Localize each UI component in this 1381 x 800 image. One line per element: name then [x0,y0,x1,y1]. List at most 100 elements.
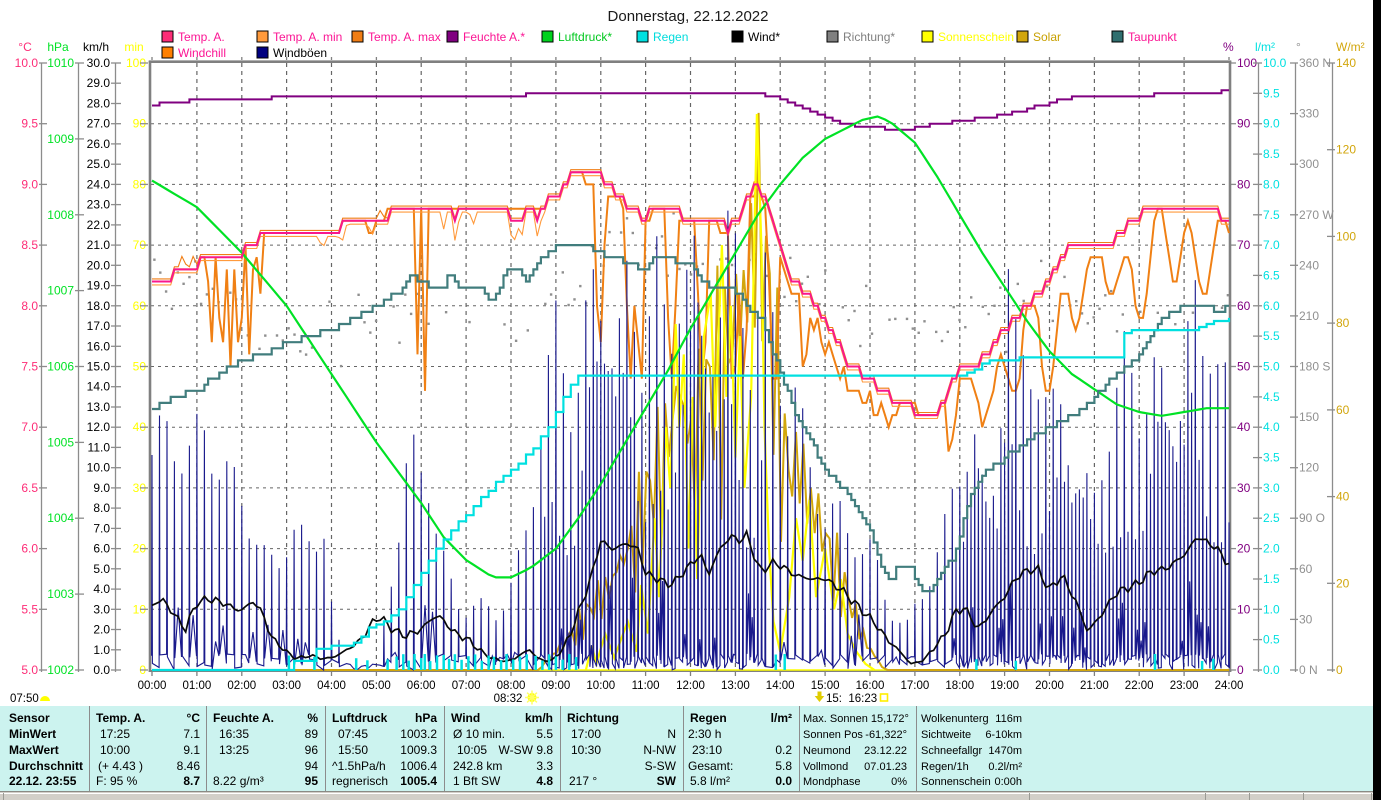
svg-text:Sonnen Pos: Sonnen Pos [803,729,863,741]
svg-text:9.1: 9.1 [183,743,200,757]
svg-text:Wolkenunterg: Wolkenunterg [921,713,989,725]
svg-text:100: 100 [1336,229,1356,243]
svg-text:1005.4: 1005.4 [400,774,437,788]
svg-text:08:00: 08:00 [497,680,526,692]
svg-text:14.0: 14.0 [87,380,111,394]
svg-text:km/h: km/h [525,711,553,725]
svg-text:10.0: 10.0 [87,461,111,475]
svg-text:24.0: 24.0 [87,177,111,191]
svg-text:90 O: 90 O [1299,511,1325,525]
svg-text:7.0: 7.0 [1263,238,1280,252]
svg-text:Solar: Solar [1033,30,1061,44]
svg-text:90: 90 [1237,117,1251,131]
svg-text:60: 60 [1237,299,1251,313]
svg-text:3.0: 3.0 [1263,481,1280,495]
svg-text:9.0: 9.0 [93,481,110,495]
svg-text:90: 90 [133,117,147,131]
svg-text:300: 300 [1299,157,1319,171]
svg-text:23:10: 23:10 [692,743,722,757]
svg-text:23:00: 23:00 [1170,680,1199,692]
svg-text:6.0: 6.0 [1263,299,1280,313]
svg-text:Windböen: Windböen [273,46,327,60]
svg-text:70: 70 [133,238,147,252]
svg-text:S-SW: S-SW [645,759,677,773]
svg-text:240: 240 [1299,258,1319,272]
svg-text:21:00: 21:00 [1080,680,1109,692]
svg-text:Durchschnitt: Durchschnitt [9,759,83,773]
svg-text:4.0: 4.0 [1263,420,1280,434]
svg-text:70: 70 [1237,238,1251,252]
svg-text:180 S: 180 S [1299,360,1330,374]
svg-text:1006: 1006 [47,360,74,374]
svg-text:8.22 g/m³: 8.22 g/m³ [213,774,264,788]
svg-text:1.0: 1.0 [1263,602,1280,616]
svg-text:10:05: 10:05 [457,743,487,757]
svg-text:1006.4: 1006.4 [400,759,437,773]
svg-text:1005: 1005 [47,435,74,449]
svg-text:04:00: 04:00 [317,680,346,692]
svg-text:60: 60 [1336,403,1350,417]
svg-text:°: ° [1296,40,1301,54]
svg-text:23.12.22: 23.12.22 [864,745,907,757]
svg-text:Luftdruck: Luftdruck [332,711,388,725]
svg-text:Regen/1h: Regen/1h [921,761,969,773]
svg-text:2.0: 2.0 [1263,542,1280,556]
svg-text:Sichtweite: Sichtweite [921,729,971,741]
svg-text:120: 120 [1336,143,1356,157]
svg-text:06:00: 06:00 [407,680,436,692]
svg-text:^1.5hPa/h: ^1.5hPa/h [332,759,386,773]
svg-text:Windchill: Windchill [178,46,226,60]
svg-text:6.5: 6.5 [1263,268,1280,282]
svg-text:Sensor: Sensor [9,711,50,725]
svg-text:07:45: 07:45 [338,727,368,741]
svg-text:2.5: 2.5 [1263,511,1280,525]
svg-text:30: 30 [1237,481,1251,495]
svg-text:9.5: 9.5 [21,117,38,131]
svg-text:25.0: 25.0 [87,157,111,171]
svg-text:12.0: 12.0 [87,420,111,434]
svg-text:Donnerstag, 22.12.2022: Donnerstag, 22.12.2022 [608,8,769,25]
svg-text:116m: 116m [995,713,1022,725]
svg-text:3.0: 3.0 [93,602,110,616]
svg-text:50: 50 [133,360,147,374]
svg-text:Gesamt:: Gesamt: [688,759,733,773]
svg-text:5.8 l/m²: 5.8 l/m² [690,774,730,788]
svg-text:MaxWert: MaxWert [9,743,59,757]
svg-text:Max. Sonnen 15,172°: Max. Sonnen 15,172° [803,713,909,725]
svg-text:210: 210 [1299,309,1319,323]
svg-text:Wind*: Wind* [748,30,780,44]
svg-text:0.0: 0.0 [93,663,110,677]
svg-text:26.0: 26.0 [87,137,111,151]
svg-text:1009.3: 1009.3 [400,743,437,757]
svg-text:Luftdruck*: Luftdruck* [558,30,612,44]
svg-text:Mondphase: Mondphase [803,776,861,788]
svg-text:0.5: 0.5 [1263,633,1280,647]
svg-text:20: 20 [133,542,147,556]
svg-text:Regen: Regen [690,711,727,725]
svg-text:regnerisch: regnerisch [332,774,388,788]
svg-text:0 N: 0 N [1299,663,1318,677]
svg-text:01:00: 01:00 [183,680,212,692]
svg-text:Sonnenschein: Sonnenschein [938,30,1014,44]
svg-text:W-SW 9.8: W-SW 9.8 [499,743,554,757]
svg-text:100: 100 [126,56,146,70]
svg-text:hPa: hPa [47,40,69,54]
svg-text:Ø 10 min.: Ø 10 min. [453,727,505,741]
svg-text:4.5: 4.5 [1263,390,1280,404]
svg-text:3.3: 3.3 [536,759,553,773]
svg-text:8.5: 8.5 [1263,147,1280,161]
svg-text:0.0: 0.0 [775,774,792,788]
svg-text:10.0: 10.0 [1263,56,1287,70]
svg-text:7.0: 7.0 [93,521,110,535]
svg-text:8.0: 8.0 [1263,177,1280,191]
svg-text:03:00: 03:00 [272,680,301,692]
svg-text:%: % [1223,40,1234,54]
svg-text:19.0: 19.0 [87,279,111,293]
svg-text:15.0: 15.0 [87,360,111,374]
svg-text:4.0: 4.0 [93,582,110,596]
svg-text:0.0: 0.0 [1263,663,1280,677]
svg-text:6.0: 6.0 [93,542,110,556]
svg-text:10:00: 10:00 [586,680,615,692]
svg-text:30: 30 [133,481,147,495]
svg-text:09:00: 09:00 [542,680,571,692]
